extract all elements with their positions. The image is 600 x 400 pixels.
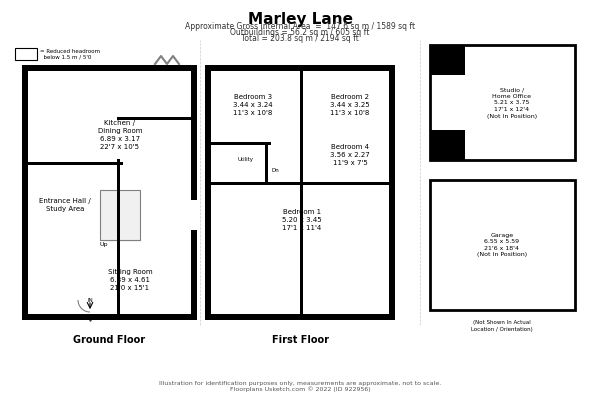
Bar xyxy=(28,162,123,165)
Text: Sitting Room
6.39 x 4.61
21'0 x 15'1: Sitting Room 6.39 x 4.61 21'0 x 15'1 xyxy=(107,269,152,291)
Bar xyxy=(205,65,211,320)
Text: Utility: Utility xyxy=(237,158,253,162)
Text: Studio /
Home Office
5.21 x 3.75
17'1 x 12'4
(Not In Position): Studio / Home Office 5.21 x 3.75 17'1 x … xyxy=(487,87,537,119)
Bar xyxy=(22,314,197,320)
Text: Total = 203.8 sq m / 2194 sq ft: Total = 203.8 sq m / 2194 sq ft xyxy=(241,34,359,43)
Bar xyxy=(100,190,140,240)
Text: = Reduced headroom
  below 1.5 m / 5'0: = Reduced headroom below 1.5 m / 5'0 xyxy=(40,49,100,59)
Text: Floorplans Usketch.com © 2022 (ID 922956): Floorplans Usketch.com © 2022 (ID 922956… xyxy=(230,386,370,392)
Bar xyxy=(22,65,197,71)
Text: Bedroom 4
3.56 x 2.27
11'9 x 7'5: Bedroom 4 3.56 x 2.27 11'9 x 7'5 xyxy=(330,144,370,166)
Text: First Floor: First Floor xyxy=(271,335,329,345)
Text: Dn: Dn xyxy=(271,168,279,172)
Bar xyxy=(430,130,465,160)
Bar xyxy=(22,65,28,320)
Bar xyxy=(191,65,197,200)
Text: Illustration for identification purposes only, measurements are approximate, not: Illustration for identification purposes… xyxy=(159,381,441,386)
Bar xyxy=(205,65,395,71)
Bar xyxy=(265,145,268,185)
Bar xyxy=(389,65,395,320)
Text: Kitchen /
Dining Room
6.89 x 3.17
22'7 x 10'5: Kitchen / Dining Room 6.89 x 3.17 22'7 x… xyxy=(98,120,142,150)
Bar xyxy=(117,117,197,120)
Text: IN: IN xyxy=(87,298,93,303)
Bar xyxy=(430,45,575,160)
Text: Up: Up xyxy=(100,242,109,247)
Bar xyxy=(300,65,303,314)
Bar xyxy=(15,48,37,60)
Text: Bedroom 3
3.44 x 3.24
11'3 x 10'8: Bedroom 3 3.44 x 3.24 11'3 x 10'8 xyxy=(233,94,273,116)
Bar xyxy=(430,180,575,310)
Text: Ground Floor: Ground Floor xyxy=(73,335,145,345)
Text: (Not Shown In Actual
Location / Orientation): (Not Shown In Actual Location / Orientat… xyxy=(471,320,533,332)
Bar xyxy=(117,159,120,314)
Text: Garage
6.55 x 5.59
21'6 x 18'4
(Not In Position): Garage 6.55 x 5.59 21'6 x 18'4 (Not In P… xyxy=(477,232,527,258)
Text: Bedroom 1
5.20 x 3.45
17'1 x 11'4: Bedroom 1 5.20 x 3.45 17'1 x 11'4 xyxy=(282,209,322,231)
Text: Marley Lane: Marley Lane xyxy=(248,12,353,27)
Bar xyxy=(191,230,197,320)
Bar xyxy=(205,314,395,320)
Bar xyxy=(211,142,271,145)
Text: Outbuildings = 56.2 sq m / 605 sq ft: Outbuildings = 56.2 sq m / 605 sq ft xyxy=(230,28,370,37)
Bar xyxy=(430,45,465,75)
Text: Bedroom 2
3.44 x 3.25
11'3 x 10'8: Bedroom 2 3.44 x 3.25 11'3 x 10'8 xyxy=(330,94,370,116)
Text: Approximate Gross Internal Area  =  147.6 sq m / 1589 sq ft: Approximate Gross Internal Area = 147.6 … xyxy=(185,22,415,31)
Bar xyxy=(211,182,389,185)
Text: Entrance Hall /
Study Area: Entrance Hall / Study Area xyxy=(39,198,91,212)
